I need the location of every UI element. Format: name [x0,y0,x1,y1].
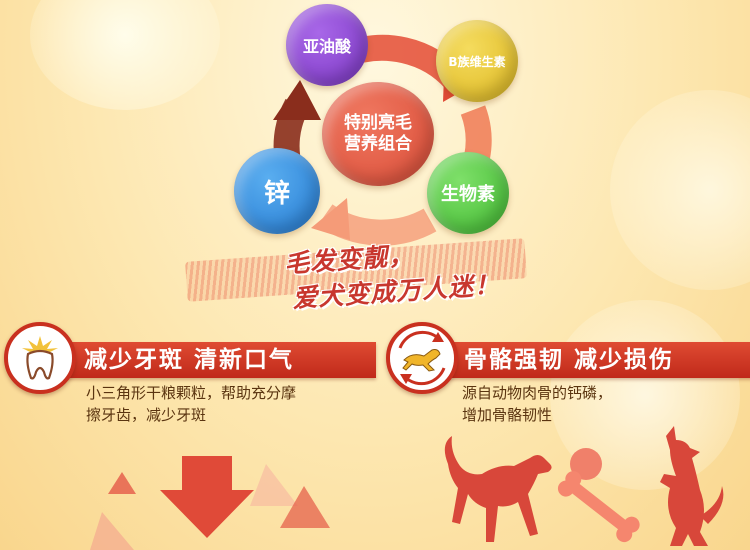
running-dog-icon [398,330,446,386]
kibble-triangles-illustration [90,456,330,550]
nutrient-biotin: 生物素 [427,152,509,234]
nutrient-linoleic-acid: 亚油酸 [286,4,368,86]
tooth-icon [22,336,58,380]
cycle-center-title: 特别亮毛 营养组合 [322,82,434,186]
nutrient-cycle-diagram: 亚油酸 B族维生素 生物素 锌 特别亮毛 营养组合 [0,0,750,250]
nutrient-b-vitamins: B族维生素 [436,20,518,102]
center-title-line2: 营养组合 [344,134,412,154]
nutrient-label: 亚油酸 [302,37,351,56]
nutrient-zinc: 锌 [234,148,320,234]
nutrient-label: B族维生素 [448,54,506,69]
dog-emblem [386,322,458,394]
center-title-line1: 特别亮毛 [344,113,412,133]
nutrient-label: 生物素 [441,184,495,205]
tooth-emblem [4,322,76,394]
feature-description: 小三角形干粮颗粒，帮助充分摩 擦牙齿，减少牙斑 [86,384,297,424]
playing-dogs-illustration [444,426,724,546]
slogan: 毛发变靓， 爱犬变成万人迷！ [180,236,540,316]
feature-bone: 骨骼强韧 减少损伤 源自动物肉骨的钙磷， 增加骨骼韧性 [376,316,750,550]
feature-description: 源自动物肉骨的钙磷， 增加骨骼韧性 [462,384,613,424]
nutrient-label: 锌 [263,178,290,209]
feature-dental: 减少牙斑 清新口气 小三角形干粮颗粒，帮助充分摩 擦牙齿，减少牙斑 [0,316,376,550]
